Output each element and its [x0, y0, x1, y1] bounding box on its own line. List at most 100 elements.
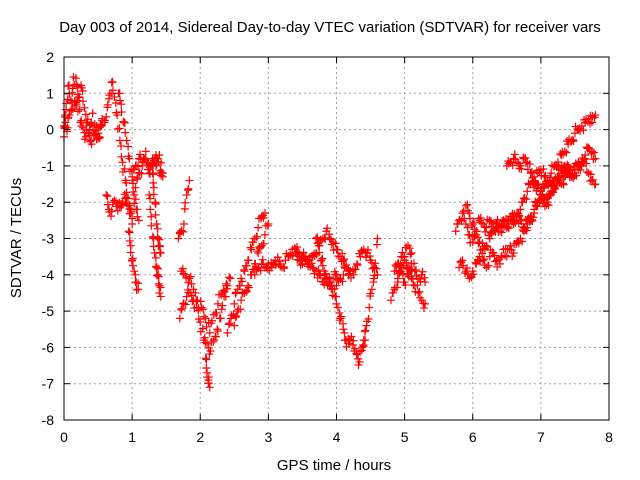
data-point	[461, 201, 470, 210]
data-point	[481, 227, 490, 236]
data-point	[318, 254, 327, 263]
data-point	[87, 140, 96, 149]
data-point	[244, 283, 253, 292]
data-point	[514, 239, 523, 248]
data-point	[249, 238, 258, 247]
x-tick-label: 8	[605, 429, 613, 445]
data-point	[154, 272, 163, 281]
data-point	[468, 219, 477, 228]
data-point	[260, 230, 269, 239]
data-point	[336, 314, 345, 323]
data-point	[118, 158, 127, 167]
data-point	[240, 267, 249, 276]
data-point	[515, 212, 524, 221]
data-point	[145, 190, 154, 199]
data-point	[338, 249, 347, 258]
data-point	[518, 226, 527, 235]
data-point	[264, 219, 273, 228]
data-point	[414, 288, 423, 297]
data-point	[325, 278, 334, 287]
data-point	[151, 253, 160, 262]
data-point	[451, 227, 460, 236]
data-point	[509, 216, 518, 225]
data-point	[203, 339, 212, 348]
data-point	[332, 299, 341, 308]
data-point	[390, 267, 399, 276]
data-point	[539, 164, 548, 173]
data-point	[110, 92, 119, 101]
data-point	[189, 285, 198, 294]
data-point	[140, 154, 149, 163]
data-point	[459, 207, 468, 216]
axis-ticks: 0 1 2 3 4 5 6 7 8 2 1 0 -1 -2 -3 -4 -5 -6 -7 -8	[42, 49, 614, 445]
data-point	[293, 247, 302, 256]
data-point	[256, 266, 265, 275]
x-tick-label: 1	[128, 429, 136, 445]
data-point	[117, 100, 126, 109]
data-point	[371, 259, 380, 268]
data-point	[153, 154, 162, 163]
data-point	[119, 118, 128, 127]
data-point	[359, 336, 368, 345]
data-point	[146, 194, 155, 203]
data-point	[201, 338, 210, 347]
y-tick-label: -4	[42, 267, 55, 283]
data-point	[113, 111, 122, 120]
data-point	[65, 111, 74, 120]
data-point	[317, 256, 326, 265]
data-point	[257, 259, 266, 268]
data-point	[332, 245, 341, 254]
data-point	[257, 212, 266, 221]
data-point	[388, 288, 397, 297]
data-point	[68, 84, 77, 93]
data-point	[73, 82, 82, 91]
data-point	[177, 304, 186, 313]
data-point	[128, 254, 137, 263]
data-point	[585, 119, 594, 128]
data-point	[152, 219, 161, 228]
data-point	[470, 225, 479, 234]
data-point	[407, 249, 416, 258]
data-point	[154, 234, 163, 243]
data-point	[103, 100, 112, 109]
data-point	[197, 303, 206, 312]
data-point	[562, 148, 571, 157]
data-point	[131, 270, 140, 279]
data-point	[506, 241, 515, 250]
data-point	[76, 118, 85, 127]
data-point	[320, 280, 329, 289]
data-point	[577, 121, 586, 130]
x-tick-label: 0	[60, 429, 68, 445]
data-point	[402, 243, 411, 252]
data-point	[521, 158, 530, 167]
data-point	[156, 283, 165, 292]
data-point	[395, 268, 404, 277]
data-point	[312, 234, 321, 243]
data-point	[259, 239, 268, 248]
data-point	[128, 261, 137, 270]
data-point	[201, 314, 210, 323]
data-point	[547, 169, 556, 178]
data-point	[587, 147, 596, 156]
data-point	[361, 326, 370, 335]
data-point	[551, 184, 560, 193]
data-point	[157, 158, 166, 167]
data-point	[149, 170, 158, 179]
data-point	[576, 126, 585, 135]
data-point	[198, 324, 207, 333]
data-point	[125, 154, 134, 163]
data-point	[87, 118, 96, 127]
data-point	[185, 176, 194, 185]
data-point	[105, 91, 114, 100]
data-point	[332, 292, 341, 301]
data-point	[103, 200, 112, 209]
data-point	[151, 161, 160, 170]
data-point	[202, 322, 211, 331]
data-point	[154, 270, 163, 279]
data-point	[147, 161, 156, 170]
data-point	[315, 248, 324, 257]
data-point	[591, 180, 600, 189]
data-point	[298, 252, 307, 261]
data-point	[407, 274, 416, 283]
data-point	[155, 281, 164, 290]
